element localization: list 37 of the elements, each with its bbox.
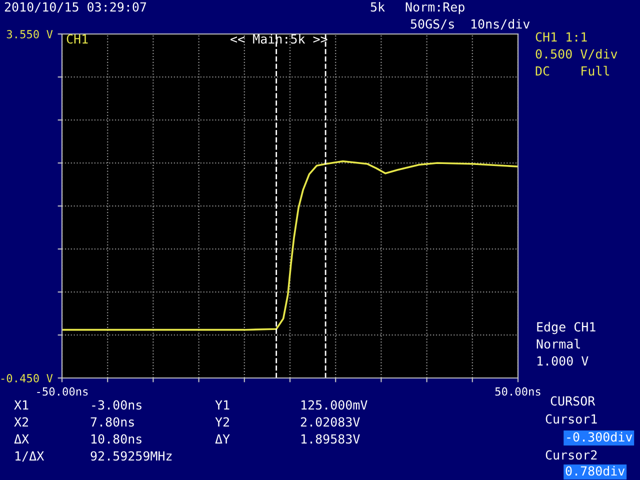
annotation: CH1	[66, 34, 88, 44]
text: 2.02083V	[300, 417, 360, 427]
text: Normal	[536, 338, 580, 349]
text: Cursor1	[546, 414, 597, 424]
text: Y1	[215, 400, 230, 410]
x-tick-label: -50.00ns	[37, 387, 88, 396]
text: Norm:Rep	[406, 2, 464, 14]
text: Cursor2	[546, 450, 597, 460]
text: CURSOR	[550, 396, 596, 406]
text: -3.00ns	[92, 400, 142, 410]
line-series	[62, 160, 518, 331]
text: 1.000 V	[538, 356, 588, 366]
text: 10.80ns	[92, 434, 142, 444]
text: 50GS/s	[410, 19, 454, 30]
text: DC Full	[536, 66, 610, 76]
text: 1/ΔX	[16, 451, 44, 462]
text: CH1 1:1	[536, 32, 587, 42]
text: 0.780div	[566, 466, 625, 476]
x-tick-label: 50.00ns	[495, 387, 540, 396]
text: -0.300div	[567, 432, 632, 442]
text: Y2	[215, 417, 229, 426]
text: 2010/10/15 03:29:07	[4, 2, 146, 13]
text: X2	[14, 417, 28, 426]
text: ΔX	[14, 434, 29, 444]
text: X1	[14, 400, 28, 410]
annotation: << Main:5k >>	[230, 34, 328, 44]
y-tick-label: -0.450 V	[1, 374, 53, 382]
y-tick-label: 3.550 V	[6, 30, 53, 38]
text: 7.80ns	[90, 417, 134, 427]
text: 0.500 V/div	[536, 48, 618, 60]
text: 1.89583V	[302, 434, 360, 444]
text: 10ns/div	[472, 18, 530, 30]
text: 92.59259MHz	[90, 451, 172, 461]
text: 5k	[370, 2, 385, 12]
text: Edge CH1	[537, 322, 596, 334]
text: 125.000mV	[302, 400, 368, 410]
text: ΔY	[215, 434, 230, 444]
